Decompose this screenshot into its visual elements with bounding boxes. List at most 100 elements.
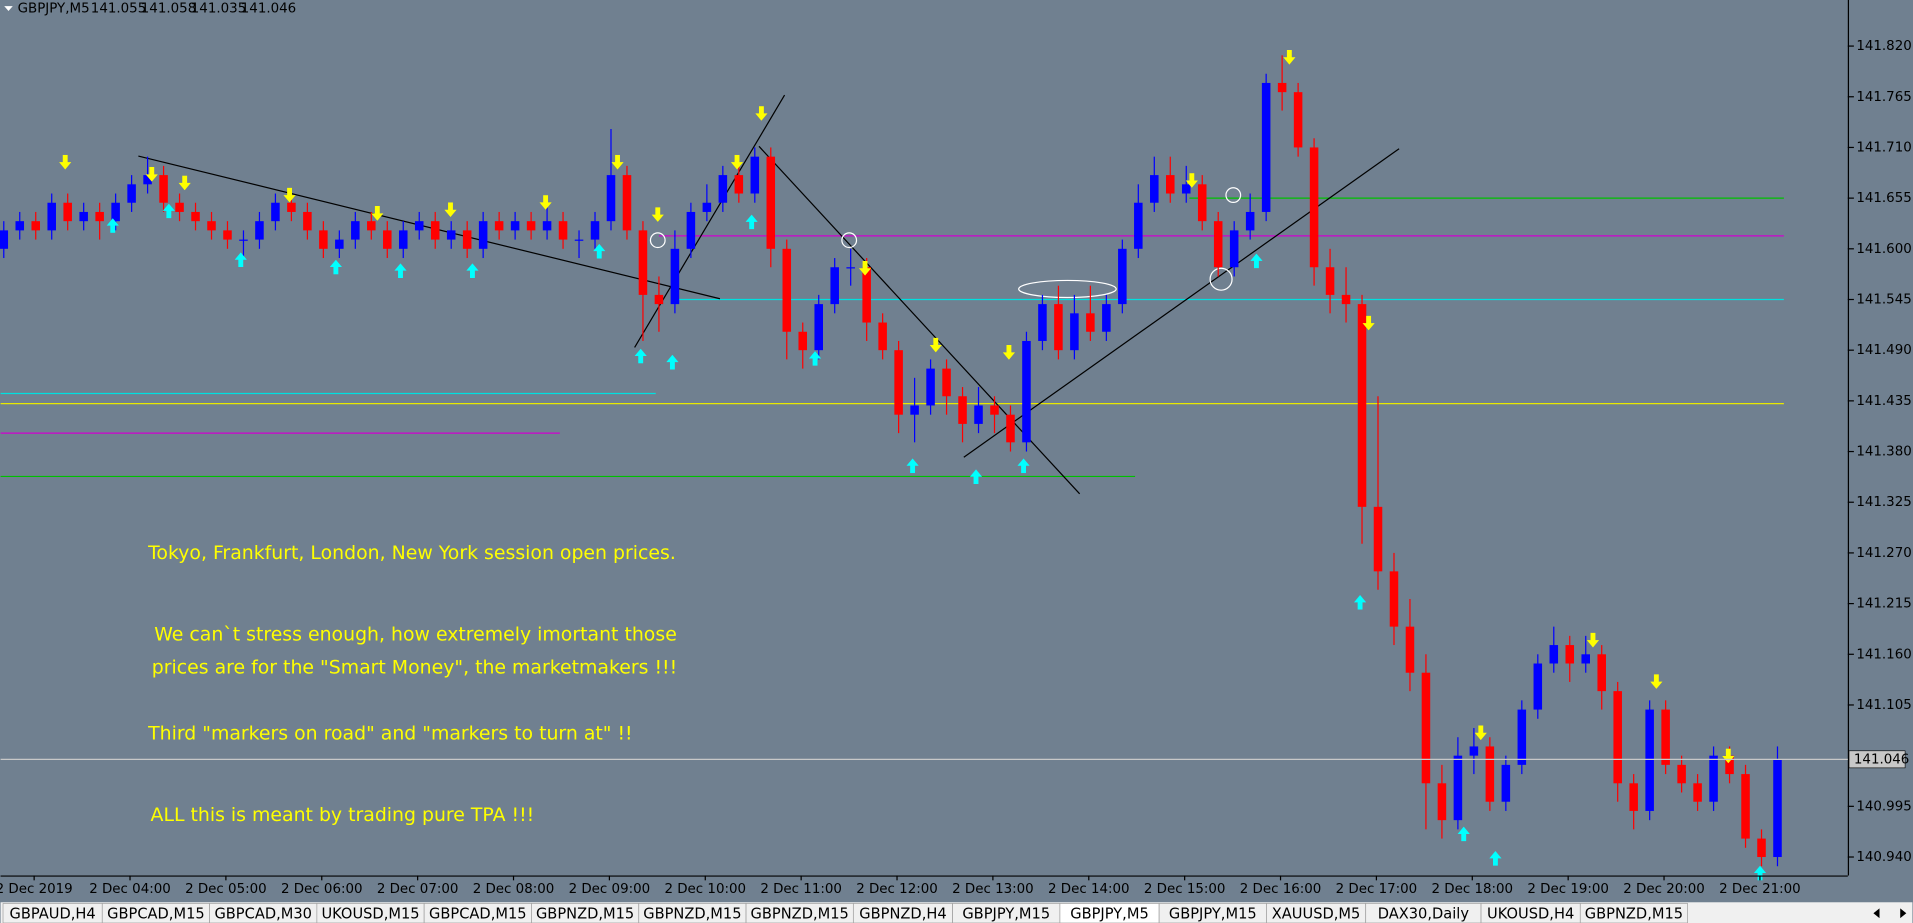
y-tick-label: 141.270 bbox=[1856, 546, 1911, 561]
candle-body bbox=[0, 230, 9, 249]
candle-body bbox=[670, 248, 680, 305]
candles bbox=[0, 55, 1782, 867]
candle-body bbox=[111, 202, 120, 222]
circle-marker bbox=[1225, 187, 1242, 204]
candle-body bbox=[814, 304, 823, 351]
candle-body bbox=[1645, 709, 1654, 811]
candle-body bbox=[1501, 764, 1511, 802]
tab-label[interactable]: GBPJPY,M5 bbox=[1070, 905, 1149, 922]
candle-body bbox=[638, 230, 648, 295]
candle-body bbox=[351, 221, 360, 240]
circle-marker bbox=[1018, 279, 1117, 299]
candle-body bbox=[1725, 755, 1734, 775]
candle-body bbox=[1533, 663, 1543, 710]
candle-body bbox=[862, 267, 871, 323]
tab-label[interactable]: GBPCAD,M30 bbox=[214, 905, 312, 922]
y-tick-label: 141.215 bbox=[1856, 597, 1911, 612]
tab-label[interactable]: GBPNZD,M15 bbox=[751, 905, 849, 922]
candle-body bbox=[1549, 645, 1559, 664]
x-tick-label: 2 Dec 06:00 bbox=[281, 882, 363, 897]
candle-body bbox=[1181, 184, 1191, 194]
candle-body bbox=[446, 230, 456, 240]
candle-body bbox=[1054, 304, 1063, 351]
x-tick-label: 2 Dec 11:00 bbox=[760, 882, 842, 897]
candle-body bbox=[766, 156, 776, 249]
candle-body bbox=[255, 221, 264, 240]
tab-label[interactable]: GBPCAD,M15 bbox=[107, 905, 205, 922]
tab-label[interactable]: DAX30,Daily bbox=[1378, 905, 1470, 922]
trend-line bbox=[963, 148, 1400, 458]
y-tick-label: 141.325 bbox=[1856, 495, 1911, 510]
candle-body bbox=[1741, 774, 1750, 839]
candle-body bbox=[494, 221, 504, 231]
candle-body bbox=[1453, 755, 1463, 821]
y-tick-label: 141.105 bbox=[1856, 698, 1911, 713]
candle-body bbox=[1309, 147, 1319, 268]
candle-body bbox=[558, 221, 568, 240]
candle-body bbox=[1102, 304, 1111, 332]
candle-body bbox=[686, 211, 696, 249]
annotation: We can`t stress enough, how extremely im… bbox=[154, 624, 677, 646]
tab-label[interactable]: GBPAUD,H4 bbox=[10, 905, 96, 922]
circles bbox=[649, 187, 1242, 299]
x-tick-label: 2 Dec 08:00 bbox=[473, 882, 555, 897]
last-price-label: 141.046 bbox=[1854, 752, 1909, 767]
chart-background bbox=[0, 0, 1913, 903]
tabs: GBPAUD,H4 GBPCAD,M15 GBPCAD,M30 UKOUSD,M15 G… bbox=[2, 903, 1688, 923]
tab-label[interactable]: UKOUSD,H4 bbox=[1487, 905, 1574, 922]
circle-marker bbox=[841, 232, 858, 249]
tab-label[interactable]: GBPJPY,M15 bbox=[1169, 905, 1257, 922]
candle-body bbox=[1229, 230, 1239, 268]
candle-body bbox=[1213, 221, 1223, 268]
candle-body bbox=[31, 221, 41, 231]
y-tick-label: 141.710 bbox=[1856, 140, 1911, 155]
candle-body bbox=[510, 221, 520, 231]
tab-label[interactable]: GBPJPY,M15 bbox=[962, 905, 1050, 922]
x-tick-label: 2 Dec 19:00 bbox=[1527, 882, 1609, 897]
candle-body bbox=[207, 221, 216, 231]
tab-label[interactable]: GBPNZD,M15 bbox=[536, 905, 634, 922]
tab-label[interactable]: GBPNZD,M15 bbox=[643, 905, 741, 922]
candle-body bbox=[383, 230, 392, 249]
tab-label[interactable]: UKOUSD,M15 bbox=[321, 905, 419, 922]
x-tick-label: 2 Dec 2019 bbox=[0, 882, 73, 897]
x-tick-label: 2 Dec 21:00 bbox=[1719, 882, 1801, 897]
x-tick-label: 2 Dec 20:00 bbox=[1623, 882, 1705, 897]
candle-body bbox=[1070, 313, 1079, 351]
candle-body bbox=[287, 202, 296, 212]
candle-body bbox=[367, 221, 376, 231]
candle-body bbox=[319, 230, 328, 249]
candle-body bbox=[95, 211, 104, 222]
candle-body bbox=[1022, 340, 1031, 443]
candle-body bbox=[127, 184, 136, 203]
quote-open: 141.055 bbox=[91, 2, 146, 17]
x-tick-label: 2 Dec 18:00 bbox=[1431, 882, 1513, 897]
candle-body bbox=[175, 202, 184, 212]
candle-body bbox=[1405, 626, 1415, 673]
candle-body bbox=[526, 221, 536, 231]
trend-line bbox=[138, 155, 721, 300]
candle-body bbox=[926, 368, 935, 406]
trend-line bbox=[634, 94, 786, 348]
candle-body bbox=[1150, 175, 1159, 203]
candle-body bbox=[462, 230, 472, 249]
candle-body bbox=[830, 267, 839, 305]
y-tick-label: 140.995 bbox=[1856, 799, 1911, 814]
tab-label[interactable]: XAUUSD,M5 bbox=[1272, 905, 1361, 922]
candle-body bbox=[414, 221, 424, 231]
candle-body bbox=[1006, 414, 1015, 443]
x-tick-label: 2 Dec 14:00 bbox=[1048, 882, 1130, 897]
candle-body bbox=[942, 368, 951, 397]
candle-body bbox=[798, 331, 808, 351]
candle-body bbox=[1629, 783, 1638, 811]
candle-body bbox=[1613, 691, 1622, 784]
candle-body bbox=[606, 175, 616, 222]
tab-label[interactable]: GBPCAD,M15 bbox=[429, 905, 527, 922]
candle-body bbox=[239, 239, 248, 241]
x-tick-label: 2 Dec 16:00 bbox=[1240, 882, 1322, 897]
tab-label[interactable]: GBPNZD,H4 bbox=[859, 905, 946, 922]
tab-label[interactable]: GBPNZD,M15 bbox=[1585, 905, 1683, 922]
candle-body bbox=[1757, 838, 1766, 858]
candle-body bbox=[782, 248, 792, 332]
